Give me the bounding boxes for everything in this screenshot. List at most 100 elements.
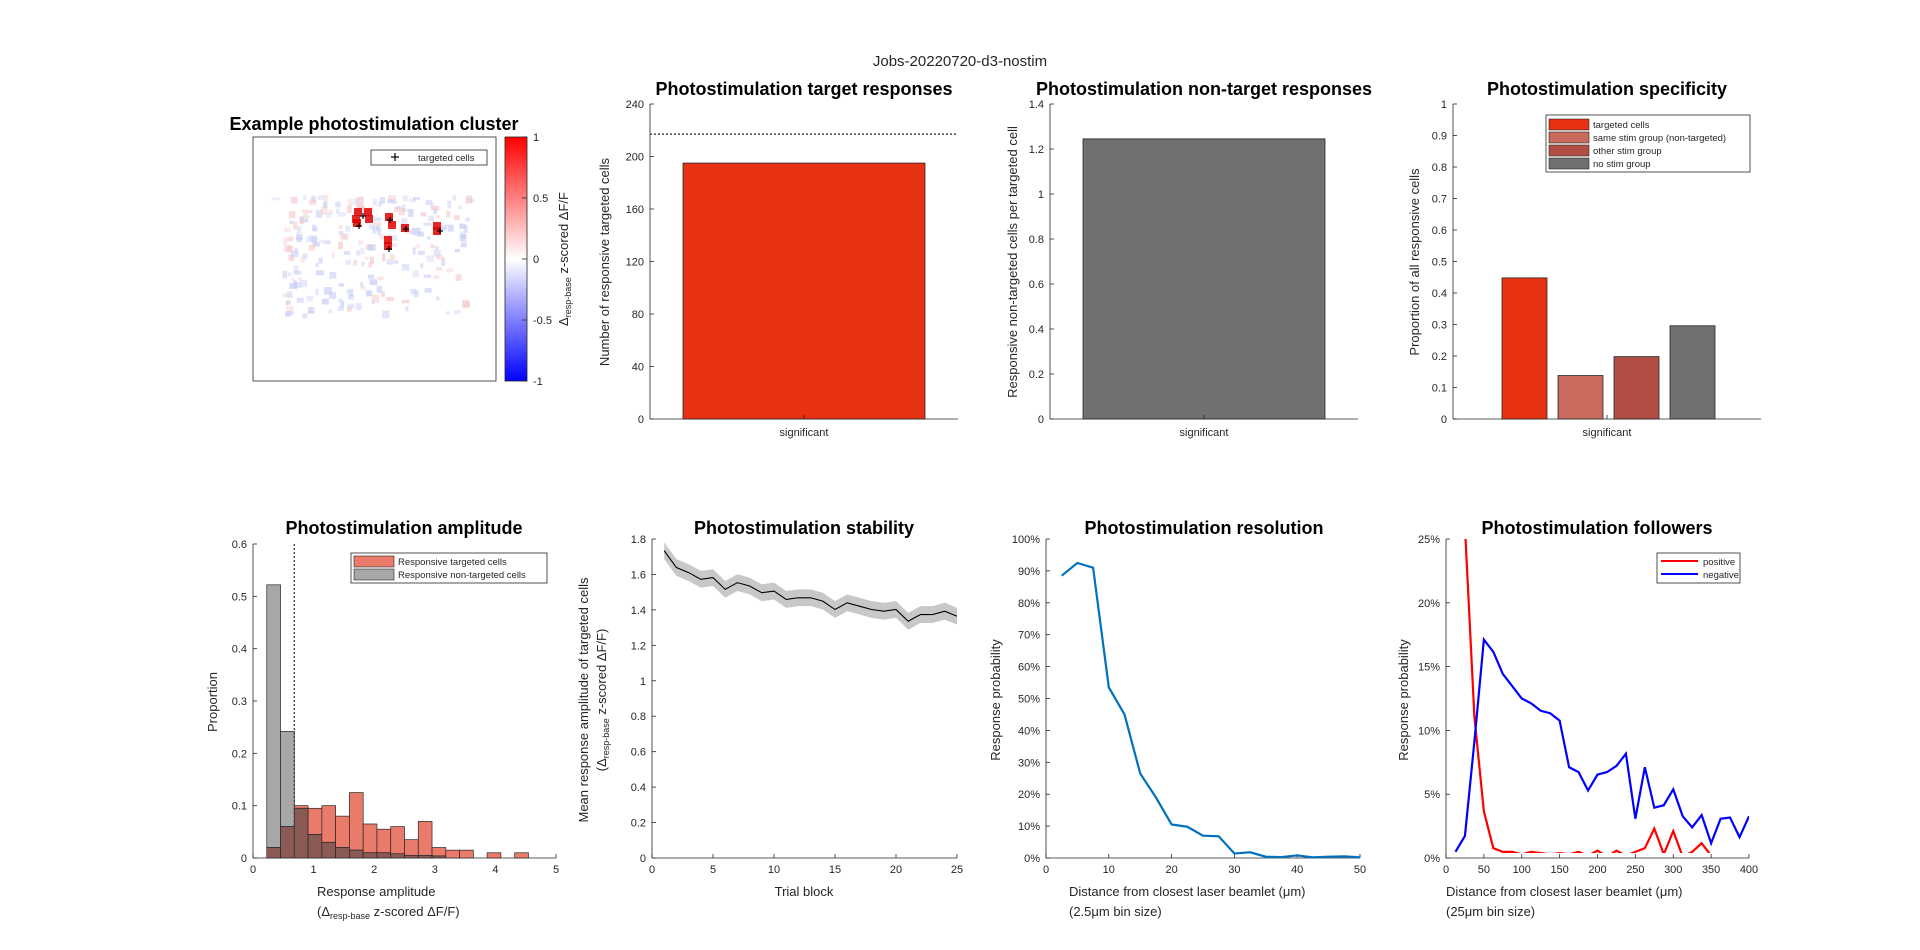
- mean-line: [663, 550, 958, 622]
- figure-title: Jobs-20220720-d3-nostim: [873, 53, 1047, 70]
- cluster-pixel: [393, 206, 399, 213]
- y-tick-label: 0.4: [1029, 324, 1044, 336]
- cluster-pixel: [271, 197, 280, 201]
- y-tick-label: 0.8: [631, 711, 646, 723]
- cluster-pixel: [309, 234, 317, 243]
- targeted-bin: [362, 823, 378, 854]
- cluster-pixel: [459, 223, 466, 229]
- cluster-pixel: [302, 313, 308, 319]
- cluster-pixel: [413, 290, 419, 298]
- cluster-pixel: [338, 231, 344, 235]
- targeted-bin: [307, 807, 323, 835]
- cluster-pixel: [415, 244, 421, 249]
- x-tick-label: 50: [1478, 864, 1490, 876]
- x-tick-label: 4: [492, 864, 498, 876]
- targeted-bin: [486, 852, 502, 859]
- overlap-bin: [293, 807, 309, 859]
- cluster-pixel: [324, 240, 331, 245]
- y-axis-label: Response probability: [1396, 639, 1411, 761]
- y-tick-label: 240: [626, 99, 644, 111]
- y-tick-label: 0: [640, 853, 646, 865]
- y-tick-label: 50%: [1018, 694, 1040, 706]
- cluster-pixel: [433, 208, 437, 215]
- specificity-panel: Photostimulation specificity 0 0.1 0.2 0.3 0.…: [1407, 79, 1761, 439]
- cluster-pixel: [436, 215, 440, 219]
- y-tick-label: 0.4: [1432, 288, 1447, 300]
- y-tick-label: 0: [1038, 414, 1044, 426]
- cluster-pixel: [379, 197, 386, 204]
- cluster-pixel: [382, 253, 386, 262]
- x-axis-label-line2: (25μm bin size): [1446, 904, 1535, 919]
- legend-label: targeted cells: [418, 153, 475, 164]
- cluster-pixel: [424, 288, 432, 293]
- cluster-pixel: [302, 195, 307, 201]
- cluster-pixel: [289, 220, 294, 225]
- amplitude-panel: Photostimulation amplitude 0 0.1 0.2 0.3 0.4 0…: [205, 518, 559, 921]
- y-tick-label: 200: [626, 152, 644, 164]
- y-tick-label: 10%: [1018, 821, 1040, 833]
- cluster-pixel: [420, 263, 424, 268]
- cluster-pixel: [372, 199, 377, 206]
- cluster-pixel: [369, 279, 378, 286]
- overlap-bin: [417, 855, 433, 859]
- cluster-pixel: [283, 245, 290, 252]
- cluster-pixel: [307, 306, 313, 314]
- cluster-pixel: [300, 256, 306, 263]
- cluster-pixel: [293, 270, 302, 275]
- cluster-pixel: [285, 300, 291, 305]
- targeted-bin: [459, 849, 474, 859]
- cluster-pixel: [403, 195, 408, 202]
- cluster-pixel: [360, 285, 366, 291]
- cluster-pixel: [425, 200, 433, 205]
- cluster-pixel: [308, 199, 317, 206]
- bar-same-group: [1557, 375, 1604, 420]
- cluster-pixel: [465, 195, 472, 204]
- y-tick-label: 0: [241, 853, 247, 865]
- colorbar-tick-label: 0.5: [533, 193, 548, 205]
- cluster-pixel: [348, 198, 355, 207]
- y-axis-label: Number of responsive targeted cells: [597, 157, 612, 366]
- cluster-pixel: [412, 247, 416, 255]
- y-tick-label: 60%: [1018, 662, 1040, 674]
- cluster-pixel: [446, 267, 453, 273]
- cluster-pixel: [315, 209, 323, 218]
- cluster-pixel: [289, 282, 298, 289]
- cluster-pixel: [460, 243, 467, 248]
- cluster-pixel: [447, 224, 454, 232]
- x-axis-label: Trial block: [775, 884, 834, 899]
- overlap-bin: [266, 847, 281, 859]
- cluster-pixel: [393, 260, 399, 264]
- legend-label: other stim group: [1593, 146, 1662, 157]
- x-tick-label: 20: [1165, 864, 1177, 876]
- y-tick-label: 0.9: [1432, 131, 1447, 143]
- overlap-bin: [280, 826, 295, 859]
- cluster-pixel: [423, 222, 432, 226]
- bar-significant: [1082, 138, 1326, 420]
- y-tick-label: 0.2: [232, 748, 247, 760]
- cluster-pixel: [340, 233, 349, 240]
- cluster-pixel: [345, 225, 351, 232]
- x-axis-label: Distance from closest laser beamlet (μm): [1069, 884, 1306, 899]
- y-tick-label: 1.8: [631, 534, 646, 546]
- y-tick-label: 0.3: [1432, 320, 1447, 332]
- cluster-pixel: [347, 303, 355, 309]
- overlap-bin: [362, 852, 378, 859]
- targeted-bin: [445, 849, 460, 859]
- y-axis-label-line2-part: (Δ: [594, 758, 609, 771]
- cluster-pixel: [290, 277, 295, 282]
- hot-pixel: [384, 242, 392, 250]
- x-tick-label: 350: [1702, 864, 1720, 876]
- y-tick-label: 90%: [1018, 566, 1040, 578]
- cluster-pixel: [436, 255, 444, 260]
- y-axis-label-line2: (Δresp-base z-scored ΔF/F): [594, 629, 611, 772]
- cluster-pixel: [386, 259, 394, 265]
- cluster-pixel: [368, 262, 373, 268]
- y-axis-label-line2-part: resp-base: [601, 718, 611, 758]
- cluster-pixel: [319, 239, 326, 244]
- cluster-pixel: [371, 294, 380, 303]
- cluster-pixel: [311, 224, 317, 231]
- y-tick-label: 1: [640, 676, 646, 688]
- y-tick-label: 0.5: [1432, 257, 1447, 269]
- hot-pixel: [365, 215, 373, 223]
